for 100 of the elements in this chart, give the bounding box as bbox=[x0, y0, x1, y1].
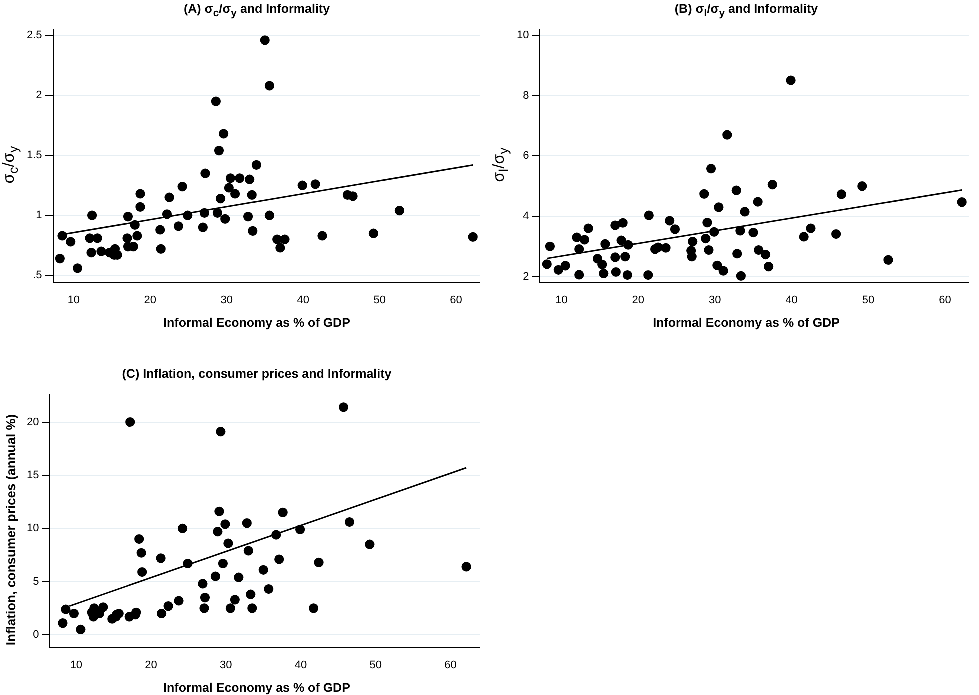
point bbox=[200, 593, 210, 603]
point bbox=[718, 266, 728, 276]
point bbox=[545, 242, 556, 252]
point bbox=[174, 596, 184, 606]
point bbox=[243, 212, 254, 222]
point bbox=[760, 250, 771, 260]
point bbox=[198, 579, 208, 589]
x-axis-title: Informal Economy as % of GDP bbox=[162, 681, 352, 695]
x-tick-label: 20 bbox=[145, 659, 158, 672]
point bbox=[264, 584, 274, 594]
point bbox=[599, 268, 609, 279]
point bbox=[702, 218, 712, 228]
point bbox=[554, 265, 564, 275]
x-axis-title: Informal Economy as % of GDP bbox=[162, 316, 352, 330]
x-tick-label: 20 bbox=[144, 294, 157, 306]
chart-title: (A) σ$_{c}$/σ$_{y}$ and Informality bbox=[182, 2, 332, 20]
point bbox=[264, 81, 275, 91]
point bbox=[957, 198, 967, 208]
point bbox=[136, 189, 146, 199]
point bbox=[210, 572, 220, 582]
point bbox=[348, 192, 358, 202]
point bbox=[244, 546, 254, 556]
point bbox=[130, 220, 140, 230]
point bbox=[247, 190, 257, 200]
x-tick-label: 60 bbox=[444, 659, 457, 672]
point bbox=[618, 218, 628, 228]
point bbox=[786, 76, 796, 86]
point bbox=[138, 567, 148, 578]
point bbox=[200, 168, 210, 178]
point bbox=[264, 210, 275, 220]
point bbox=[700, 189, 710, 199]
point bbox=[574, 244, 584, 254]
x-tick-label: 20 bbox=[632, 294, 645, 306]
point bbox=[858, 182, 868, 192]
y-tick-label: 4 bbox=[523, 210, 530, 223]
point bbox=[712, 260, 722, 270]
y-tick-label: 15 bbox=[26, 469, 40, 482]
point bbox=[736, 226, 746, 236]
point bbox=[298, 180, 308, 190]
point bbox=[156, 554, 166, 564]
x-tick-label: 50 bbox=[370, 659, 382, 672]
point bbox=[258, 565, 268, 575]
point bbox=[252, 160, 262, 170]
y-tick-label: 1.5 bbox=[26, 150, 42, 162]
point bbox=[224, 538, 234, 548]
point bbox=[584, 224, 594, 234]
point bbox=[296, 524, 306, 535]
x-tick-label: 40 bbox=[786, 294, 798, 306]
y-tick-label: 2 bbox=[523, 270, 530, 283]
point bbox=[242, 518, 252, 528]
point bbox=[216, 194, 226, 204]
point bbox=[661, 243, 671, 253]
point bbox=[611, 267, 621, 278]
point bbox=[248, 226, 258, 236]
y-tick-label: 10 bbox=[516, 30, 530, 42]
point bbox=[224, 183, 234, 193]
point bbox=[72, 264, 83, 274]
point bbox=[55, 254, 65, 264]
point bbox=[344, 517, 355, 528]
point bbox=[272, 530, 282, 540]
point bbox=[670, 224, 680, 234]
point bbox=[732, 249, 742, 259]
point bbox=[178, 182, 188, 192]
point bbox=[76, 624, 86, 635]
point bbox=[230, 189, 240, 199]
point bbox=[96, 246, 106, 256]
point bbox=[86, 248, 96, 258]
point bbox=[123, 212, 134, 222]
x-tick-label: 40 bbox=[297, 294, 310, 306]
point bbox=[61, 604, 71, 614]
point bbox=[276, 243, 286, 253]
x-tick-label: 60 bbox=[450, 294, 462, 306]
point bbox=[560, 261, 570, 271]
point bbox=[665, 216, 675, 226]
point bbox=[178, 524, 188, 534]
point bbox=[768, 180, 778, 190]
y-tick-label: 20 bbox=[26, 416, 40, 428]
point bbox=[174, 222, 184, 232]
point bbox=[87, 210, 98, 220]
point bbox=[468, 232, 478, 242]
point bbox=[654, 242, 664, 252]
point bbox=[278, 508, 288, 518]
y-tick-label: 2 bbox=[36, 90, 42, 102]
x-tick-label: 30 bbox=[708, 294, 722, 306]
point bbox=[600, 239, 610, 250]
point bbox=[183, 558, 193, 569]
point bbox=[58, 231, 68, 241]
point bbox=[136, 548, 146, 558]
point bbox=[235, 174, 245, 184]
point bbox=[836, 190, 846, 200]
point bbox=[200, 208, 210, 218]
point bbox=[622, 270, 632, 280]
point bbox=[162, 210, 172, 220]
point bbox=[394, 206, 405, 216]
point bbox=[66, 237, 76, 247]
point bbox=[260, 36, 270, 46]
point bbox=[616, 236, 626, 246]
point bbox=[598, 260, 608, 270]
point bbox=[216, 427, 226, 437]
point bbox=[753, 197, 763, 207]
